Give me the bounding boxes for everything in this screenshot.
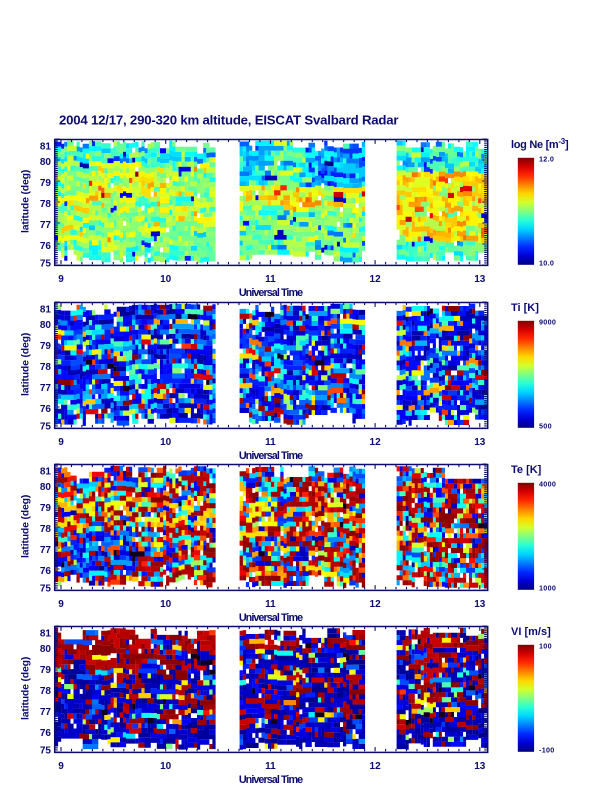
svg-text:75: 75 xyxy=(40,259,52,270)
svg-text:78: 78 xyxy=(40,362,52,373)
svg-text:12: 12 xyxy=(370,599,382,610)
svg-text:11: 11 xyxy=(265,599,276,610)
svg-text:11: 11 xyxy=(265,437,276,448)
svg-text:Ti [K]: Ti [K] xyxy=(511,302,539,314)
svg-text:12: 12 xyxy=(370,437,382,448)
svg-text:VI [m/s]: VI [m/s] xyxy=(511,626,551,638)
svg-text:10: 10 xyxy=(160,274,172,285)
svg-text:81: 81 xyxy=(40,142,52,153)
svg-text:2004 12/17, 290-320 km altitud: 2004 12/17, 290-320 km altitude, EISCAT … xyxy=(59,113,398,128)
svg-text:10: 10 xyxy=(160,437,172,448)
svg-text:81: 81 xyxy=(40,629,52,640)
svg-text:Universal Time: Universal Time xyxy=(239,287,303,299)
svg-text:9: 9 xyxy=(58,599,64,610)
svg-text:77: 77 xyxy=(40,707,52,718)
svg-text:79: 79 xyxy=(40,503,52,514)
svg-text:76: 76 xyxy=(40,728,52,739)
svg-text:13: 13 xyxy=(474,437,486,448)
svg-text:77: 77 xyxy=(40,220,52,231)
svg-text:latitude (deg): latitude (deg) xyxy=(20,495,32,558)
svg-text:75: 75 xyxy=(40,746,52,757)
svg-text:78: 78 xyxy=(40,524,52,535)
svg-text:13: 13 xyxy=(474,599,486,610)
svg-text:-100: -100 xyxy=(539,745,555,754)
svg-text:9000: 9000 xyxy=(539,318,556,327)
svg-text:latitude (deg): latitude (deg) xyxy=(20,657,32,720)
svg-text:11: 11 xyxy=(265,274,276,285)
svg-text:10: 10 xyxy=(160,599,172,610)
svg-text:9: 9 xyxy=(58,437,64,448)
svg-text:Universal Time: Universal Time xyxy=(239,774,303,786)
svg-text:4000: 4000 xyxy=(539,480,556,489)
svg-text:78: 78 xyxy=(40,686,52,697)
svg-text:10.0: 10.0 xyxy=(539,258,554,267)
svg-text:80: 80 xyxy=(40,157,52,168)
svg-text:12: 12 xyxy=(370,274,382,285)
svg-text:75: 75 xyxy=(40,584,52,595)
svg-text:log Ne [m-3]: log Ne [m-3] xyxy=(511,137,569,151)
svg-text:79: 79 xyxy=(40,178,52,189)
svg-text:81: 81 xyxy=(40,305,52,316)
svg-text:12: 12 xyxy=(370,761,382,772)
svg-text:80: 80 xyxy=(40,320,52,331)
svg-text:11: 11 xyxy=(265,761,276,772)
svg-text:76: 76 xyxy=(40,566,52,577)
svg-text:78: 78 xyxy=(40,199,52,210)
svg-text:77: 77 xyxy=(40,383,52,394)
svg-text:12.0: 12.0 xyxy=(539,155,554,164)
svg-text:1000: 1000 xyxy=(539,583,556,592)
svg-text:81: 81 xyxy=(40,467,52,478)
svg-text:79: 79 xyxy=(40,341,52,352)
svg-text:13: 13 xyxy=(474,274,486,285)
svg-text:76: 76 xyxy=(40,404,52,415)
svg-text:80: 80 xyxy=(40,644,52,655)
svg-text:76: 76 xyxy=(40,241,52,252)
svg-text:9: 9 xyxy=(58,761,64,772)
svg-text:500: 500 xyxy=(539,421,552,430)
svg-text:13: 13 xyxy=(474,761,486,772)
svg-text:79: 79 xyxy=(40,665,52,676)
svg-text:latitude (deg): latitude (deg) xyxy=(20,333,32,396)
svg-text:9: 9 xyxy=(58,274,64,285)
svg-text:75: 75 xyxy=(40,422,52,433)
svg-text:100: 100 xyxy=(539,642,552,651)
svg-text:Universal Time: Universal Time xyxy=(239,612,303,624)
svg-text:latitude (deg): latitude (deg) xyxy=(20,170,32,233)
svg-text:Universal Time: Universal Time xyxy=(239,450,303,462)
svg-text:Te [K]: Te [K] xyxy=(511,464,542,476)
svg-text:80: 80 xyxy=(40,482,52,493)
svg-text:10: 10 xyxy=(160,761,172,772)
svg-text:77: 77 xyxy=(40,545,52,556)
